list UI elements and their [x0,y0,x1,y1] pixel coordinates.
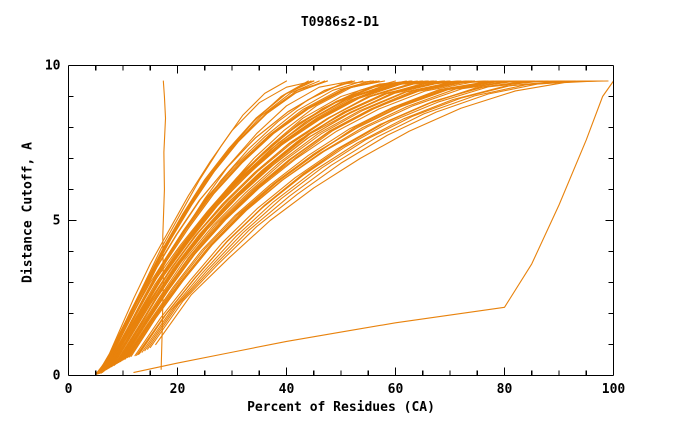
data-line [128,80,549,358]
data-line [160,80,167,370]
data-line [136,80,566,356]
data-line [111,80,459,367]
y-tick-label: 10 [44,58,61,73]
data-line [146,80,604,350]
data-line [123,80,522,360]
data-line [117,80,467,364]
data-line [137,80,576,355]
page-title: T0986s2-D1 [300,15,380,30]
data-line [117,80,486,364]
data-line [124,80,533,360]
data-line [121,80,511,362]
data-line [133,80,615,373]
data-line [97,80,320,375]
x-axis-label: Percent of Residues (CA) [247,400,435,415]
data-line [155,80,598,346]
x-tick-label: 100 [601,381,626,397]
data-line [103,80,413,372]
x-tick-label: 0 [64,381,73,397]
data-line [134,80,563,357]
data-line [106,80,435,370]
y-tick-label: 5 [52,213,61,228]
axis-frame [67,64,615,377]
data-line [107,80,437,369]
data-line [97,80,315,373]
data-line [111,80,451,368]
data-line [96,80,315,375]
data-line [114,80,476,365]
data-line [127,80,533,358]
data-line [101,80,377,373]
data-line [105,80,424,371]
x-tick-label: 60 [387,381,404,397]
data-line [99,80,356,374]
x-tick-label: 20 [169,381,186,397]
data-series-group [95,80,615,375]
data-line [120,80,506,362]
y-tick-label: 0 [52,368,61,383]
x-tick-label: 40 [278,381,295,397]
data-line [141,80,587,353]
x-tick-label: 80 [496,381,513,397]
